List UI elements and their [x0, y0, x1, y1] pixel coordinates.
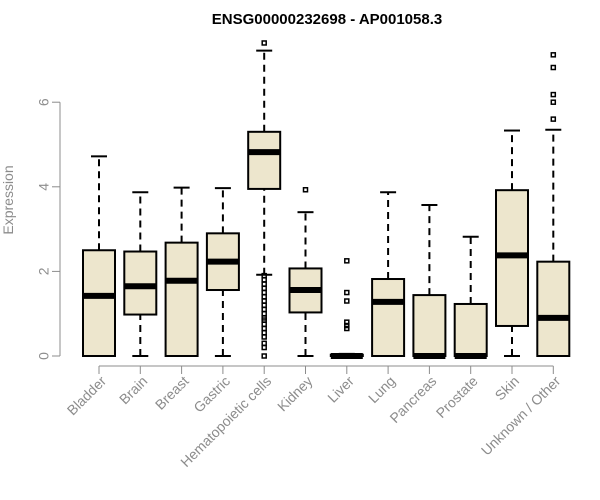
outlier-point [261, 353, 267, 359]
x-tick-label: Kidney [274, 373, 316, 415]
outlier-point [344, 322, 350, 329]
box-group [82, 155, 116, 374]
outlier-point [261, 281, 267, 287]
box-iqr [123, 250, 158, 316]
x-tick-label: Breast [152, 373, 192, 413]
box-iqr [371, 278, 406, 358]
outlier-point [261, 340, 267, 347]
outlier-point [261, 325, 267, 332]
outlier-point [261, 321, 267, 328]
outlier-point [344, 289, 350, 296]
box-group [123, 191, 158, 374]
outlier-point [550, 52, 557, 58]
outlier-point [261, 329, 267, 336]
box-group [205, 187, 240, 374]
outlier-point [261, 310, 267, 317]
outlier-point [302, 187, 309, 193]
outlier-point [261, 285, 267, 292]
outlier-point [261, 294, 267, 300]
box-group [288, 187, 323, 374]
box-iqr [453, 302, 488, 358]
y-tick-label: 6 [36, 98, 52, 106]
outlier-point [344, 298, 350, 304]
chart-title: ENSG00000232698 - AP001058.3 [212, 11, 442, 28]
box-group [536, 52, 571, 374]
box-group [495, 129, 529, 374]
box-group [453, 235, 488, 374]
outlier-point [261, 298, 267, 304]
outlier-point [550, 64, 557, 71]
boxes [82, 40, 571, 374]
outlier-point [550, 99, 557, 105]
box-iqr [412, 294, 447, 358]
outlier-point [261, 306, 267, 313]
x-tick-label: Bladder [64, 373, 110, 419]
axes: 0 2 4 6 [36, 98, 554, 367]
y-tick-label: 4 [36, 183, 52, 191]
outlier-point [261, 40, 267, 46]
outlier-point [261, 277, 267, 283]
outlier-point [261, 344, 267, 351]
box-group [329, 258, 364, 374]
x-tick-label: Prostate [433, 373, 481, 421]
x-tick-label: Brain [116, 373, 150, 407]
box-group [412, 203, 447, 374]
x-tick-label: Skin [492, 373, 523, 404]
outlier-point [261, 302, 267, 308]
y-tick-label: 2 [36, 267, 52, 275]
y-tick-label: 0 [36, 352, 52, 360]
box-iqr [82, 249, 116, 357]
box-iqr [536, 260, 571, 357]
box-iqr [164, 241, 199, 357]
x-tick-label: Lung [365, 373, 398, 406]
box-group [247, 40, 282, 374]
outlier-point [344, 325, 350, 332]
outlier-point [261, 289, 267, 296]
box-iqr [247, 130, 282, 190]
x-tick-label: Liver [324, 373, 357, 406]
outlier-point [261, 334, 267, 340]
outlier-point [344, 258, 350, 264]
outlier-point [550, 116, 557, 122]
y-axis-label: Expression [0, 165, 16, 234]
box-group [164, 186, 199, 374]
outlier-point [550, 91, 557, 98]
box-group [371, 191, 406, 374]
